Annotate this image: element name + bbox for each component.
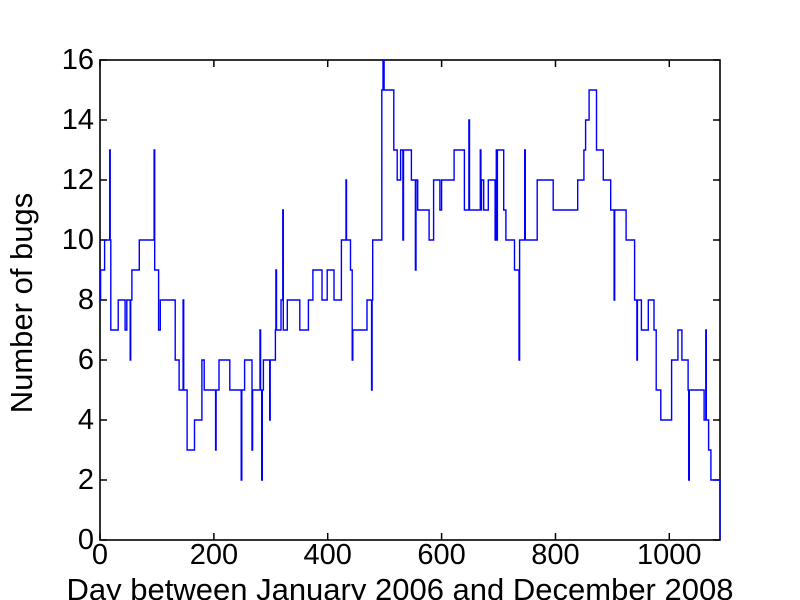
- svg-text:0: 0: [92, 539, 108, 571]
- svg-text:8: 8: [78, 284, 94, 316]
- svg-text:800: 800: [531, 539, 579, 571]
- svg-text:400: 400: [304, 539, 352, 571]
- svg-text:200: 200: [190, 539, 238, 571]
- svg-text:1000: 1000: [637, 539, 702, 571]
- svg-text:14: 14: [62, 104, 94, 136]
- svg-text:6: 6: [78, 344, 94, 376]
- svg-text:16: 16: [62, 44, 94, 76]
- svg-text:10: 10: [62, 224, 94, 256]
- svg-text:600: 600: [417, 539, 465, 571]
- svg-text:12: 12: [62, 164, 94, 196]
- svg-text:2: 2: [78, 464, 94, 496]
- svg-text:4: 4: [78, 404, 94, 436]
